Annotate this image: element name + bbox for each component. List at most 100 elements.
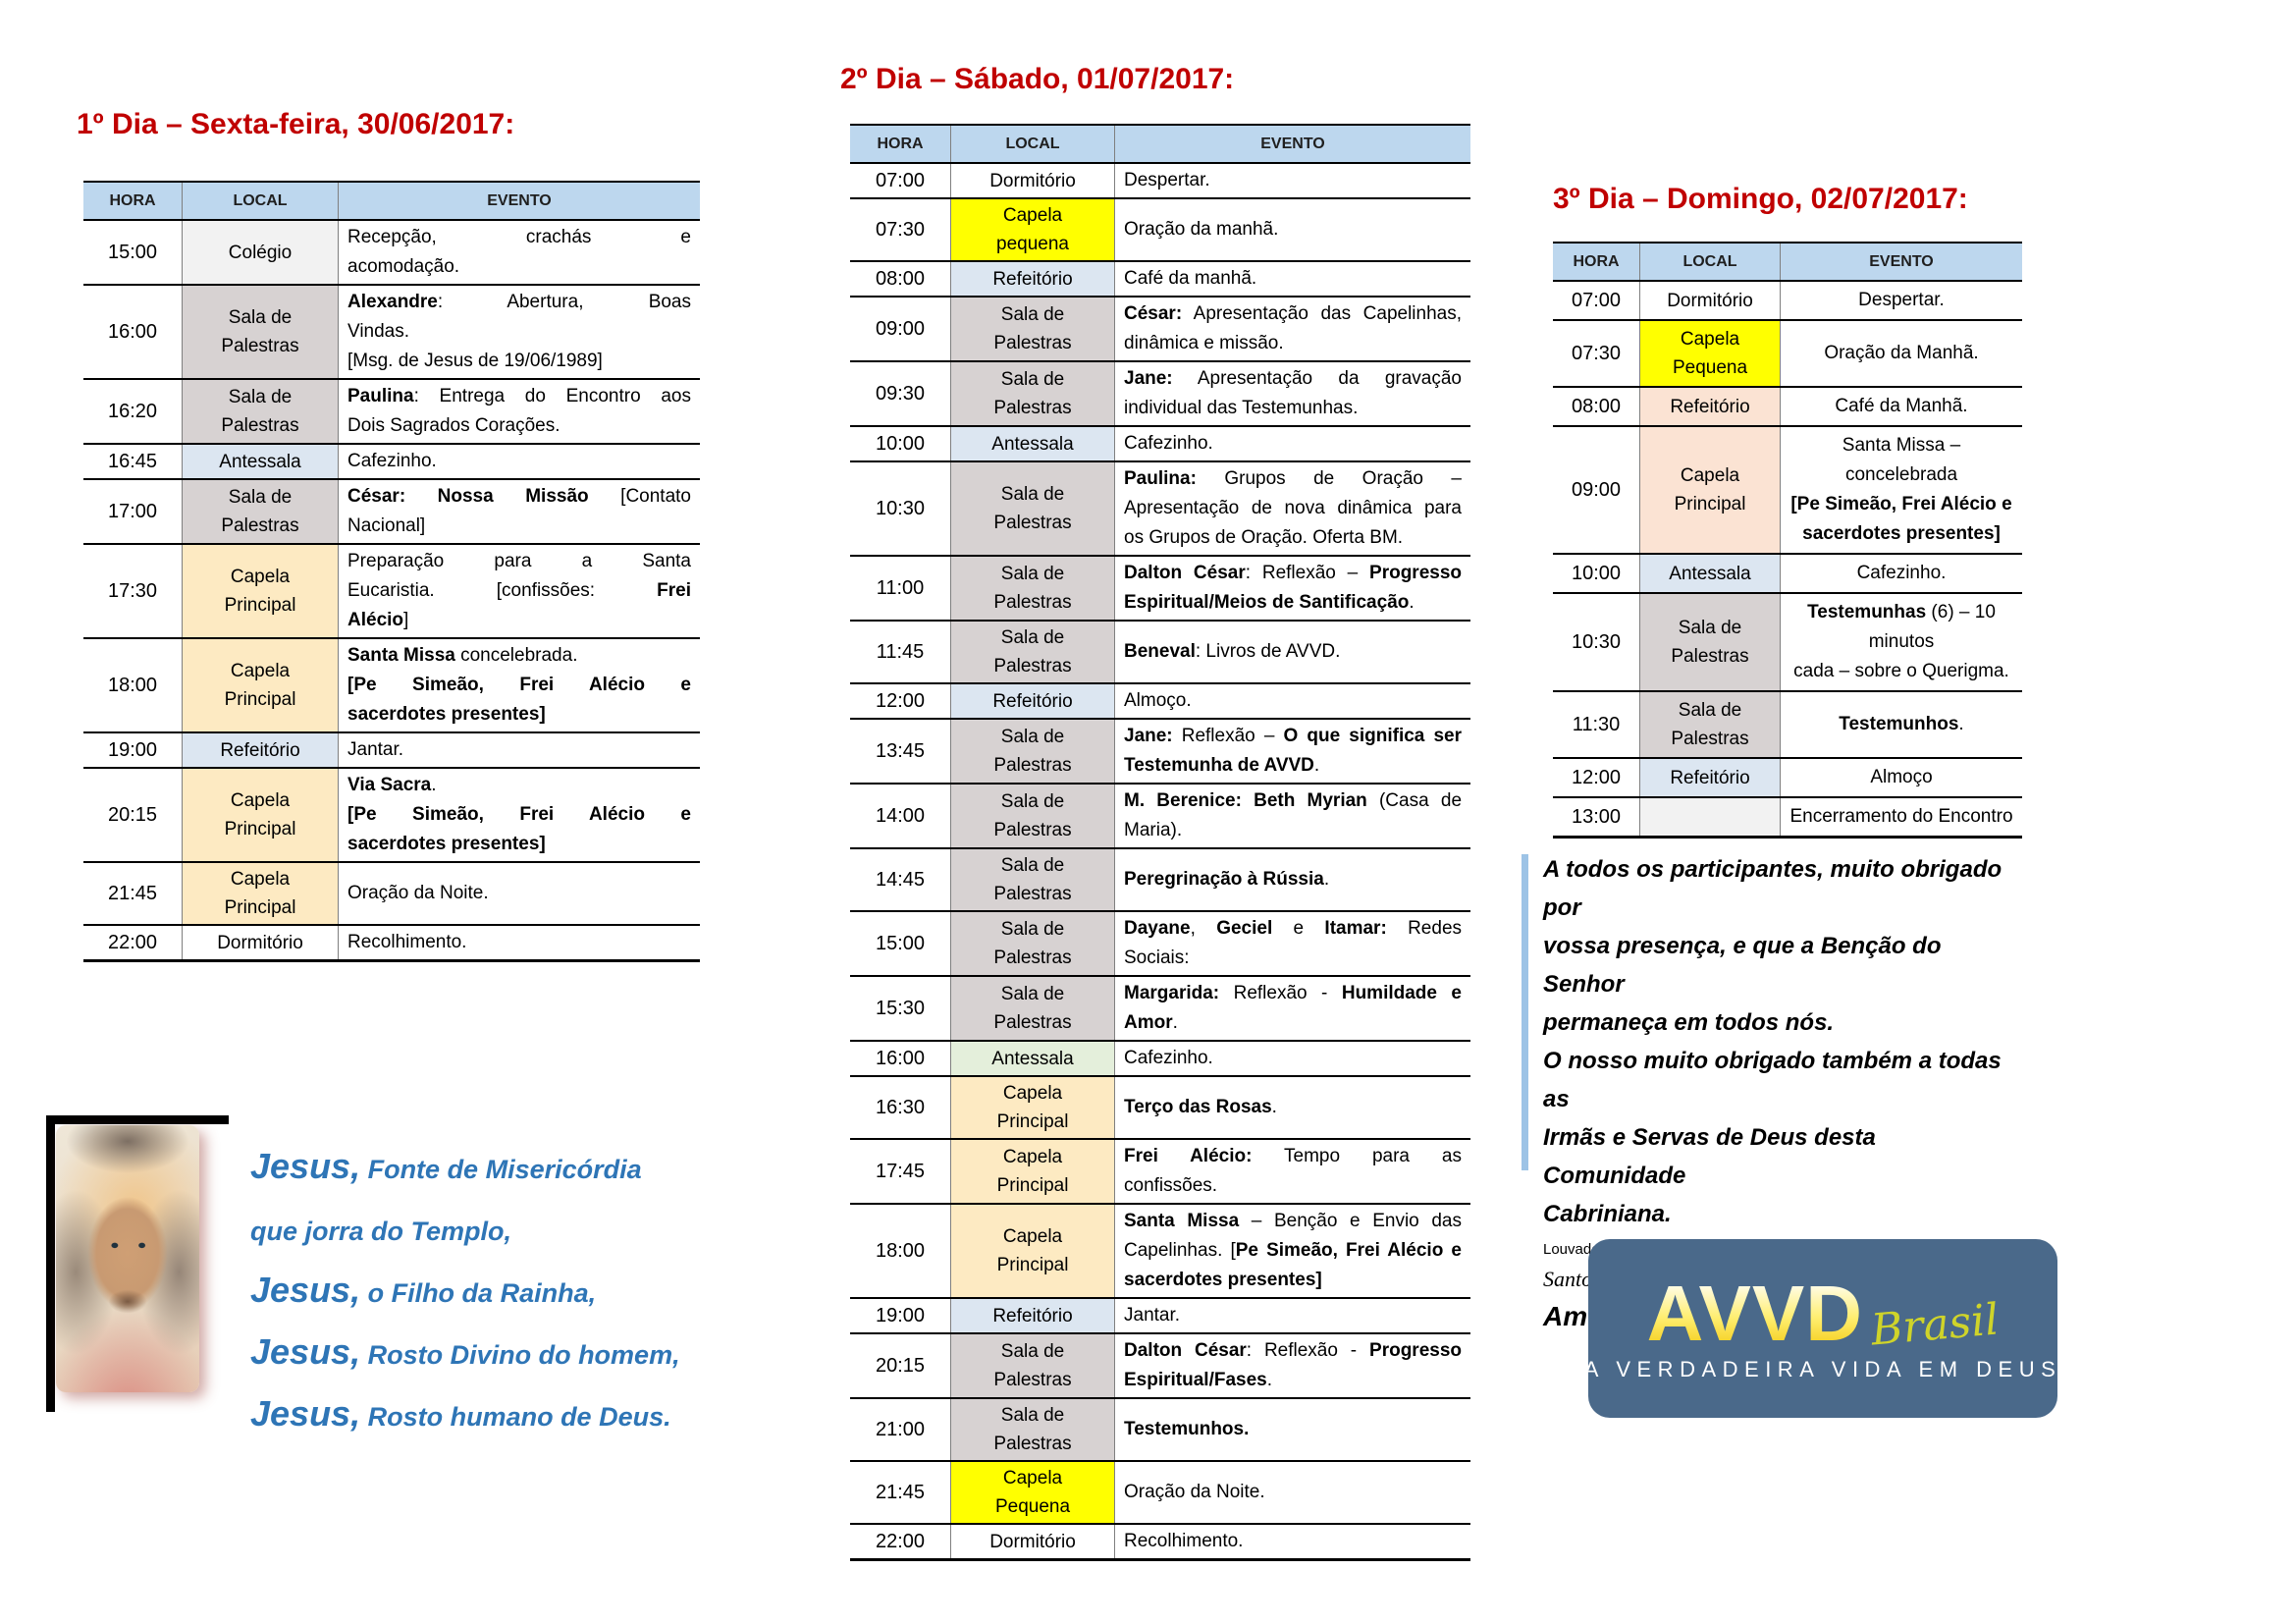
time-cell: 10:00 — [850, 426, 951, 462]
day3-schedule: HORA LOCAL EVENTO 07:00 Dormitório Despertar.… — [1553, 242, 2022, 839]
time-cell: 19:00 — [83, 732, 183, 769]
event-cell: Recolhimento. — [338, 925, 700, 962]
day1-title: 1º Dia – Sexta-feira, 30/06/2017: — [77, 108, 515, 140]
time-cell: 11:00 — [850, 556, 951, 622]
event-cell: Jane: Apresentação da gravação individual… — [1114, 361, 1470, 427]
schedule-row: 21:45 Capela Principal Oração da Noite. — [83, 862, 700, 926]
local-cell: Sala de Palestras — [182, 479, 339, 545]
local-cell: Capela Principal — [950, 1204, 1115, 1299]
time-cell: 16:30 — [850, 1076, 951, 1140]
jesus-rest: Rosto Divino do homem, — [360, 1340, 680, 1370]
schedule-row: 09:00 Capela Principal Santa Missa – conce… — [1553, 426, 2022, 555]
local-cell: Sala de Palestras — [950, 719, 1115, 785]
local-cell: Sala de Palestras — [1639, 593, 1781, 692]
local-cell: Sala de Palestras — [950, 361, 1115, 427]
time-cell: 08:00 — [850, 261, 951, 298]
local-cell: Capela pequena — [950, 198, 1115, 262]
jesus-lead: Jesus, — [250, 1331, 361, 1372]
event-cell: Alexandre: Abertura, Boas Vindas. [Msg. de… — [338, 285, 700, 380]
schedule-row: 21:00 Sala de Palestras Testemunhos. — [850, 1398, 1470, 1462]
schedule-row: 22:00 Dormitório Recolhimento. — [83, 925, 700, 962]
logo-avvd-text: AVVD — [1646, 1270, 1863, 1357]
local-cell: Antessala — [950, 426, 1115, 462]
event-cell: Santa Missa – concelebrada [Pe Simeão, Fr… — [1780, 426, 2022, 555]
time-cell: 16:20 — [83, 379, 183, 445]
local-cell: Sala de Palestras — [950, 848, 1115, 912]
schedule-row: 16:00 Sala de Palestras Alexandre: Abertur… — [83, 285, 700, 380]
schedule-row: 20:15 Sala de Palestras Dalton César: Refl… — [850, 1333, 1470, 1399]
jesus-portrait-image — [56, 1125, 199, 1392]
schedule-row: 17:00 Sala de Palestras César: Nossa Missã… — [83, 479, 700, 545]
time-cell: 21:45 — [850, 1461, 951, 1525]
schedule-row: 07:30 Capela Pequena Oração da Manhã. — [1553, 320, 2022, 388]
thanks-paragraph-1: A todos os participantes, muito obrigado… — [1543, 856, 2002, 1036]
local-cell: Sala de Palestras — [1639, 691, 1781, 759]
local-cell: Capela Principal — [182, 862, 339, 926]
jesus-lead: Jesus, — [250, 1393, 361, 1434]
schedule-row: 19:00 Refeitório Jantar. — [850, 1298, 1470, 1334]
day1-schedule-table: HORA LOCAL EVENTO 15:00 Colégio Recepção, cra… — [83, 181, 700, 962]
jesus-rest: que jorra do Templo, — [250, 1217, 512, 1246]
jesus-rest: Rosto humano de Deus. — [360, 1402, 671, 1432]
jesus-line: Jesus, Rosto Divino do homem, — [250, 1325, 721, 1386]
local-cell: Sala de Palestras — [950, 1398, 1115, 1462]
event-cell: Café da manhã. — [1114, 261, 1470, 298]
event-cell: César: Nossa Missão [Contato Nacional] — [338, 479, 700, 545]
jesus-line: Jesus, Rosto humano de Deus. — [250, 1386, 721, 1448]
local-cell: Sala de Palestras — [950, 297, 1115, 362]
time-cell: 12:00 — [850, 683, 951, 720]
schedule-row: 11:45 Sala de Palestras Beneval: Livros de… — [850, 621, 1470, 684]
local-cell: Antessala — [950, 1041, 1115, 1077]
event-cell: Terço das Rosas. — [1114, 1076, 1470, 1140]
thanks-accent-bar — [1522, 854, 1528, 1170]
time-cell: 20:15 — [83, 768, 183, 863]
event-cell: Santa Missa concelebrada. [Pe Simeão, Fre… — [338, 638, 700, 733]
schedule-row: 07:00 Dormitório Despertar. — [850, 163, 1470, 199]
local-cell: Capela Principal — [182, 768, 339, 863]
event-cell: Almoço. — [1114, 683, 1470, 720]
schedule-row: 14:45 Sala de Palestras Peregrinação à Rús… — [850, 848, 1470, 912]
local-cell: Sala de Palestras — [950, 784, 1115, 849]
time-cell: 16:00 — [83, 285, 183, 380]
event-cell: Preparação para a Santa Eucaristia. [conf… — [338, 544, 700, 639]
time-cell: 07:00 — [1553, 281, 1640, 321]
time-cell: 14:45 — [850, 848, 951, 912]
event-cell: Oração da Manhã. — [1780, 320, 2022, 388]
event-cell: Cafezinho. — [1114, 1041, 1470, 1077]
time-cell: 09:00 — [1553, 426, 1640, 555]
schedule-row: 20:15 Capela Principal Via Sacra. [Pe Simeã… — [83, 768, 700, 863]
local-cell: Capela Principal — [950, 1139, 1115, 1205]
time-cell: 07:30 — [850, 198, 951, 262]
schedule-row: 16:45 Antessala Cafezinho. — [83, 444, 700, 480]
schedule-row: 07:30 Capela pequena Oração da manhã. — [850, 198, 1470, 262]
jesus-line: que jorra do Templo, — [250, 1201, 721, 1263]
schedule-row: 09:00 Sala de Palestras César: Apresentaçã… — [850, 297, 1470, 362]
day2-schedule: HORA LOCAL EVENTO 07:00 Dormitório Despertar.… — [850, 124, 1470, 1561]
event-cell: Paulina: Grupos de Oração – Apresentação … — [1114, 461, 1470, 557]
thanks-paragraph-2: O nosso muito obrigado também a todas as… — [1543, 1048, 2002, 1227]
local-cell: Sala de Palestras — [182, 285, 339, 380]
local-cell: Refeitório — [950, 261, 1115, 298]
local-cell: Dormitório — [950, 1524, 1115, 1561]
time-cell: 19:00 — [850, 1298, 951, 1334]
jesus-lead: Jesus, — [250, 1146, 361, 1186]
column-header-evento: EVENTO — [1780, 242, 2022, 282]
local-cell: Refeitório — [1639, 387, 1781, 427]
schedule-row: 15:00 Colégio Recepção, crachás e acomodaçã… — [83, 220, 700, 286]
schedule-row: 15:30 Sala de Palestras Margarida: Reflexã… — [850, 976, 1470, 1042]
event-cell: Dalton César: Reflexão - Progresso Espiri… — [1114, 1333, 1470, 1399]
schedule-row: 10:00 Antessala Cafezinho. — [1553, 554, 2022, 594]
column-header-hora: HORA — [850, 124, 951, 164]
event-cell: Oração da manhã. — [1114, 198, 1470, 262]
local-cell: Refeitório — [950, 1298, 1115, 1334]
time-cell: 20:15 — [850, 1333, 951, 1399]
time-cell: 10:30 — [850, 461, 951, 557]
event-cell: Despertar. — [1780, 281, 2022, 321]
jesus-line: Jesus, Fonte de Misericórdia — [250, 1139, 721, 1201]
event-cell: Jane: Reflexão – O que significa ser Test… — [1114, 719, 1470, 785]
column-header-hora: HORA — [1553, 242, 1640, 282]
time-cell: 18:00 — [850, 1204, 951, 1299]
schedule-row: 12:00 Refeitório Almoço — [1553, 758, 2022, 798]
schedule-row: 16:30 Capela Principal Terço das Rosas. — [850, 1076, 1470, 1140]
schedule-row: 10:30 Sala de Palestras Paulina: Grupos de… — [850, 461, 1470, 557]
